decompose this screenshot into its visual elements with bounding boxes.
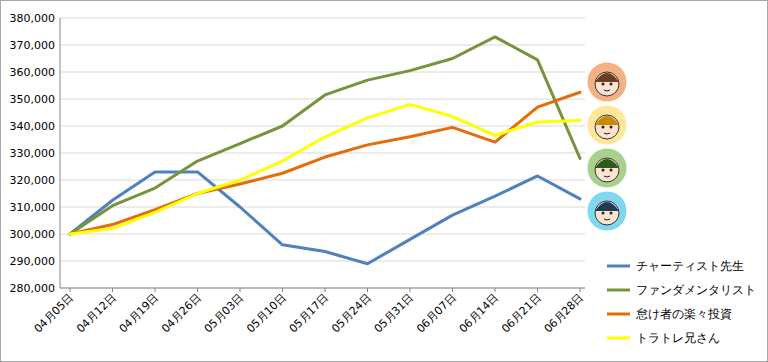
legend-label: チャーティスト先生: [636, 259, 744, 273]
x-tick: [240, 288, 241, 292]
x-tick: [367, 288, 368, 292]
grid-line: [60, 153, 585, 154]
x-tick: [112, 288, 113, 292]
series-line: [70, 37, 580, 234]
series-line: [70, 104, 580, 234]
x-axis: [60, 288, 585, 289]
x-tick: [197, 288, 198, 292]
avatar-bg: [587, 62, 627, 102]
avatar-icon: [587, 62, 627, 102]
x-tick-label: 06月14日: [457, 291, 502, 336]
x-tick-label: 05月24日: [329, 291, 374, 336]
y-tick-label: 280,000: [10, 282, 56, 295]
grid-line: [60, 261, 585, 262]
y-tick-label: 300,000: [10, 228, 56, 241]
x-tick-label: 05月17日: [287, 291, 332, 336]
y-axis: [60, 18, 61, 288]
legend-swatch: [607, 313, 630, 316]
avatar-eye: [602, 83, 605, 86]
x-tick: [580, 288, 581, 292]
legend-swatch: [607, 265, 630, 268]
y-tick-label: 290,000: [10, 255, 56, 268]
avatar-eye: [602, 169, 605, 172]
avatar-eye: [610, 126, 613, 129]
avatar-bg: [587, 105, 627, 145]
x-tick-label: 06月21日: [499, 291, 544, 336]
avatar-icon: [587, 191, 627, 231]
avatar-mouth: [604, 219, 610, 220]
x-tick-label: 04月12日: [74, 291, 119, 336]
avatar-icon: [587, 148, 627, 188]
avatar-eye: [602, 126, 605, 129]
grid-line: [60, 126, 585, 127]
y-tick-label: 360,000: [10, 66, 56, 79]
avatar-face: [595, 201, 619, 225]
avatar-mouth: [604, 90, 610, 91]
chart: 280,000 290,000 300,000 310,000 320,000 330,0…: [0, 0, 768, 362]
avatar-icon: [587, 105, 627, 145]
x-tick-label: 05月31日: [372, 291, 417, 336]
x-tick: [155, 288, 156, 292]
legend-label: ファンダメンタリスト: [636, 283, 756, 297]
avatar-hair: [595, 116, 619, 125]
avatar-face: [595, 72, 619, 96]
x-tick: [537, 288, 538, 292]
y-tick-label: 310,000: [10, 201, 56, 214]
series-line: [70, 172, 580, 264]
avatar-eye: [602, 212, 605, 215]
avatar-bg: [587, 191, 627, 231]
y-tick-label: 380,000: [10, 12, 56, 25]
x-tick-label: 05月03日: [202, 291, 247, 336]
x-tick-label: 04月19日: [117, 291, 162, 336]
grid-line: [60, 234, 585, 235]
grid-line: [60, 180, 585, 181]
avatar-hair: [595, 159, 619, 168]
avatar-mouth: [604, 133, 610, 134]
legend-label: 怠け者の楽々投資: [635, 307, 732, 321]
x-tick-label: 04月05日: [32, 291, 77, 336]
legend-label: トラトレ兄さん: [636, 331, 720, 345]
x-tick-label: 05月10日: [244, 291, 289, 336]
legend-swatch: [607, 337, 630, 340]
x-tick-label: 06月07日: [414, 291, 459, 336]
y-tick-label: 340,000: [10, 120, 56, 133]
x-tick-label: 06月28日: [542, 291, 587, 336]
avatar-eye: [610, 212, 613, 215]
x-tick-label: 04月26日: [159, 291, 204, 336]
avatar-bg: [587, 148, 627, 188]
avatar-mouth: [604, 176, 610, 177]
x-tick: [410, 288, 411, 292]
avatar-face: [595, 158, 619, 182]
avatar-hair: [595, 73, 619, 82]
y-tick-label: 370,000: [10, 39, 56, 52]
avatar-face: [595, 115, 619, 139]
avatar-eye: [610, 83, 613, 86]
x-tick: [325, 288, 326, 292]
grid-line: [60, 72, 585, 73]
avatar-eye: [610, 169, 613, 172]
y-tick-label: 330,000: [10, 147, 56, 160]
x-tick: [495, 288, 496, 292]
x-tick: [282, 288, 283, 292]
chart-frame: [1, 1, 768, 362]
grid-line: [60, 99, 585, 100]
avatar-hair: [595, 202, 619, 211]
grid-line: [60, 207, 585, 208]
y-tick-label: 350,000: [10, 93, 56, 106]
x-tick: [452, 288, 453, 292]
x-tick: [70, 288, 71, 292]
grid-line: [60, 18, 585, 19]
series-line: [70, 92, 580, 234]
grid-line: [60, 288, 585, 289]
plot-lines: [70, 37, 580, 264]
legend-swatch: [607, 289, 630, 292]
y-tick-label: 320,000: [10, 174, 56, 187]
